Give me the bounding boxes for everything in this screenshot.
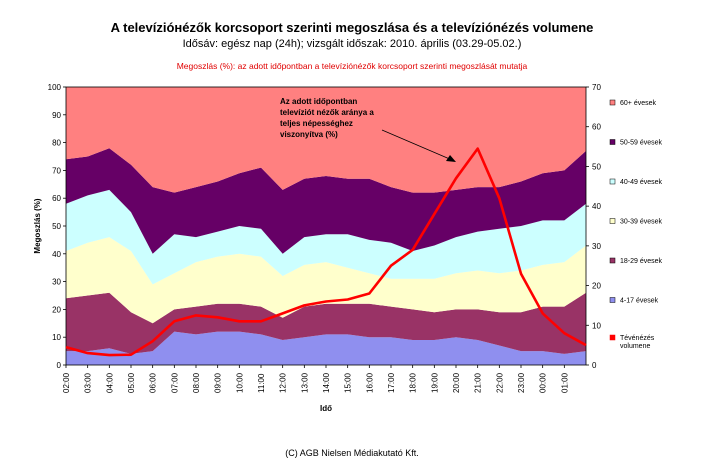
- x-tick-label: 17:00: [387, 372, 396, 393]
- y-tick-label: 60: [52, 194, 61, 203]
- area-series-2: [66, 292, 586, 354]
- x-tick-label: 13:00: [300, 372, 309, 393]
- x-tick-label: 07:00: [170, 372, 179, 393]
- legend-label-volume: volumene: [620, 343, 650, 350]
- x-tick-label: 16:00: [365, 372, 374, 393]
- y-tick-label: 50: [52, 222, 61, 231]
- legend-label: 40-49 évesek: [620, 179, 663, 186]
- y2-tick-label: 50: [592, 162, 601, 171]
- x-tick-label: 20:00: [452, 372, 461, 393]
- x-tick-label: 21:00: [474, 372, 483, 393]
- copyright-footer: (C) AGB Nielsen Médiakutató Kft.: [285, 448, 419, 458]
- area-series-6: [66, 87, 586, 193]
- x-tick-label: 05:00: [127, 372, 136, 393]
- legend-swatch: [609, 257, 616, 264]
- area-series-1: [66, 331, 586, 365]
- x-tick-label: 08:00: [192, 372, 201, 393]
- y2-tick-label: 30: [592, 242, 601, 251]
- x-tick-label: 09:00: [214, 372, 223, 393]
- legend-label-volume: Tévénézés: [620, 335, 655, 342]
- legend-swatch: [609, 218, 616, 224]
- y-tick-label: 0: [57, 361, 62, 370]
- x-tick-label: 12:00: [279, 372, 288, 393]
- legend-label: 60+ évesek: [620, 100, 656, 107]
- annotation-text-line: televíziót nézők aránya a: [280, 108, 374, 117]
- chart-subtitle: Idősáv: egész nap (24h); vizsgált idősza…: [182, 38, 522, 50]
- x-tick-label: 18:00: [409, 372, 418, 393]
- volume-line: [65, 147, 587, 357]
- y-tick-label: 80: [52, 139, 61, 148]
- x-tick-label: 10:00: [235, 372, 244, 393]
- legend-swatch: [609, 178, 616, 185]
- y2-tick-label: 0: [592, 361, 597, 370]
- x-tick-label: 02:00: [62, 372, 71, 393]
- legend-swatch: [609, 139, 616, 145]
- annotation-arrow-head: [446, 155, 456, 162]
- y-tick-label: 100: [48, 83, 62, 92]
- x-tick-label: 04:00: [105, 372, 114, 393]
- legend-swatch: [609, 297, 616, 303]
- annotation-arrow-line: [381, 129, 453, 161]
- area-series-5: [66, 148, 586, 254]
- y-tick-label: 90: [52, 111, 61, 120]
- x-tick-label: 00:00: [539, 372, 548, 393]
- y-tick-label: 20: [52, 305, 61, 314]
- legend-label: 18-29 évesek: [620, 258, 663, 265]
- y-tick-label: 70: [52, 166, 61, 175]
- y2-tick-label: 10: [592, 321, 601, 330]
- legend-label: 4-17 évesek: [620, 298, 659, 305]
- area-series-4: [66, 189, 586, 285]
- x-tick-label: 23:00: [517, 372, 526, 393]
- y-axis-label: Megoszlás (%): [33, 198, 42, 253]
- chart-title: A televízióнézők korcsoport szerinti meg…: [110, 20, 594, 35]
- legend-swatch-volume: [609, 334, 616, 341]
- x-tick-label: 19:00: [430, 372, 439, 393]
- y2-tick-label: 20: [592, 282, 601, 291]
- annotation-text-line: Az adott időpontban: [280, 97, 357, 106]
- x-tick-label: 22:00: [495, 372, 504, 393]
- legend-swatch: [609, 99, 616, 106]
- legend-label: 50-59 évesek: [620, 140, 663, 147]
- x-tick-label: 14:00: [322, 372, 331, 393]
- y2-tick-label: 70: [592, 83, 601, 92]
- y-tick-label: 10: [52, 333, 61, 342]
- chart-note: Megoszlás (%): az adott időpontban a tel…: [176, 61, 528, 71]
- y2-tick-label: 40: [592, 202, 601, 211]
- x-tick-label: 06:00: [149, 372, 158, 393]
- y2-tick-label: 60: [592, 123, 601, 132]
- legend-label: 30-39 évesek: [620, 219, 663, 226]
- x-tick-label: 03:00: [84, 372, 93, 393]
- y-tick-label: 30: [52, 278, 61, 287]
- x-axis-label: Idő: [320, 404, 332, 413]
- x-tick-label: 15:00: [344, 372, 353, 393]
- annotation-text-line: teljes népességhez: [280, 119, 353, 128]
- x-tick-label: 11:00: [257, 373, 266, 393]
- area-series-3: [66, 237, 586, 324]
- x-tick-label: 01:00: [560, 372, 569, 393]
- annotation-text-line: viszonyítva (%): [280, 130, 338, 139]
- y-tick-label: 40: [52, 250, 61, 259]
